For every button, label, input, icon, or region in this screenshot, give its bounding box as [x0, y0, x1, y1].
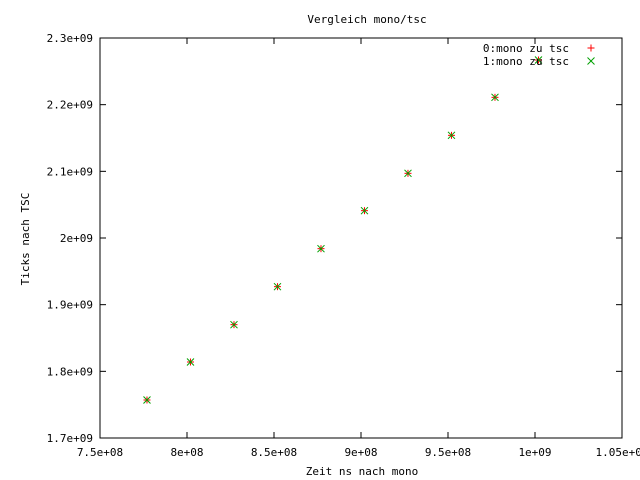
x-tick-label: 1e+09 — [518, 446, 551, 459]
chart-title: Vergleich mono/tsc — [307, 13, 426, 26]
legend-label-series-1: 1:mono zu tsc — [483, 55, 569, 68]
legend-marker-series-1 — [587, 57, 595, 65]
data-point-series-1 — [186, 358, 195, 366]
x-tick-label: 8e+08 — [170, 446, 203, 459]
legend-marker-series-0 — [587, 44, 595, 52]
y-tick-label: 1.8e+09 — [47, 365, 93, 378]
data-point-series-1 — [534, 56, 543, 64]
y-tick-label: 1.7e+09 — [47, 432, 93, 445]
y-tick-label: 2e+09 — [60, 232, 93, 245]
x-tick-label: 8.5e+08 — [251, 446, 297, 459]
legend: 0:mono zu tsc 1:mono zu tsc — [483, 42, 595, 68]
x-axis-label: Zeit ns nach mono — [306, 465, 419, 478]
y-tick-label: 1.9e+09 — [47, 299, 93, 312]
data-point-series-1 — [404, 169, 412, 178]
y-axis-label: Ticks nach TSC — [19, 193, 32, 286]
data-point-series-1 — [447, 131, 456, 140]
data-point-series-1 — [143, 396, 151, 404]
plot-frame — [99, 37, 623, 439]
data-point-series-1 — [273, 282, 282, 291]
x-tick-label: 7.5e+08 — [77, 446, 123, 459]
data-point-series-1 — [317, 244, 325, 253]
legend-label-series-0: 0:mono zu tsc — [483, 42, 569, 55]
data-point-series-1 — [360, 206, 369, 215]
data-point-series-1 — [491, 93, 499, 102]
y-tick-label: 2.3e+09 — [47, 32, 93, 45]
axis-ticks: 7.5e+08 8e+08 8.5e+08 9e+08 9.5e+08 1e+09 1.05… — [47, 32, 640, 459]
x-tick-label: 9e+08 — [344, 446, 377, 459]
data-points — [143, 56, 543, 404]
x-tick-label: 1.05e+09 — [596, 446, 640, 459]
legend-marker-glyph-series-1 — [587, 57, 595, 65]
y-tick-label: 2.2e+09 — [47, 99, 93, 112]
y-tick-label: 2.1e+09 — [47, 165, 93, 178]
legend-marker-glyph-series-0 — [587, 44, 595, 52]
x-tick-label: 9.5e+08 — [425, 446, 471, 459]
data-point-series-1 — [230, 320, 238, 329]
